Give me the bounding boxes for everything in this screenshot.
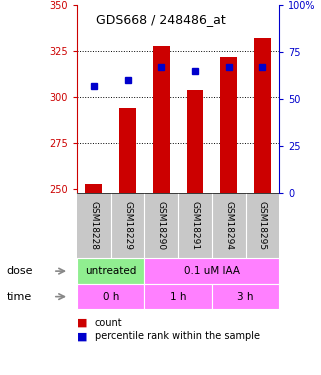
Text: percentile rank within the sample: percentile rank within the sample (95, 332, 260, 341)
Text: 0 h: 0 h (102, 292, 119, 302)
Text: GDS668 / 248486_at: GDS668 / 248486_at (96, 13, 225, 26)
Bar (77, 258, 144, 284)
Bar (187, 90, 204, 193)
Text: dose: dose (6, 266, 33, 276)
Bar (144, 284, 212, 309)
Text: 1 h: 1 h (170, 292, 187, 302)
Text: ■: ■ (77, 332, 88, 341)
Text: ■: ■ (77, 318, 88, 327)
Text: 3 h: 3 h (237, 292, 254, 302)
Bar (119, 108, 136, 193)
Text: GSM18295: GSM18295 (258, 201, 267, 250)
Text: 0.1 uM IAA: 0.1 uM IAA (184, 266, 240, 276)
Bar (153, 46, 170, 193)
Text: GSM18290: GSM18290 (157, 201, 166, 250)
Bar (212, 284, 279, 309)
Bar (254, 38, 271, 193)
Text: count: count (95, 318, 122, 327)
Bar (144, 258, 279, 284)
Bar (220, 57, 237, 193)
Text: time: time (6, 292, 32, 302)
Text: GSM18228: GSM18228 (89, 201, 99, 250)
Text: GSM18291: GSM18291 (190, 201, 200, 250)
Text: GSM18229: GSM18229 (123, 201, 132, 250)
Bar (85, 183, 102, 193)
Text: untreated: untreated (85, 266, 136, 276)
Text: GSM18294: GSM18294 (224, 201, 233, 250)
Bar (77, 284, 144, 309)
